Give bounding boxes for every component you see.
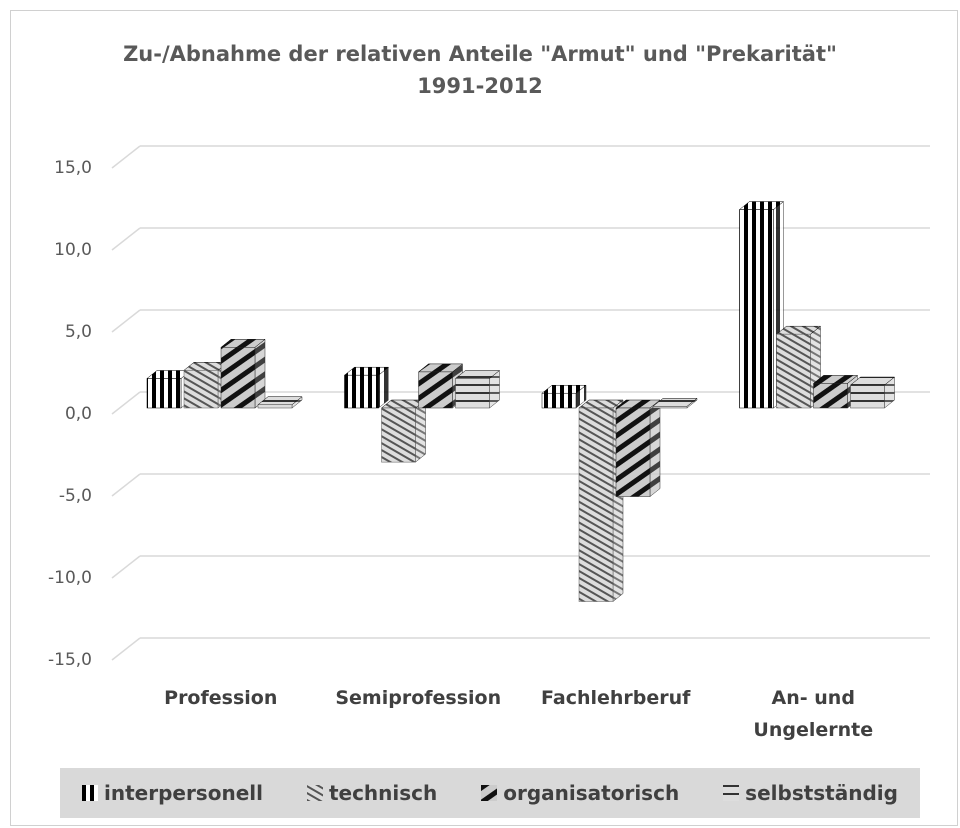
legend-swatch	[723, 785, 740, 801]
legend-item: interpersonell	[81, 781, 263, 805]
y-tick-label: 5,0	[65, 322, 92, 342]
legend-swatch-fill	[306, 785, 323, 801]
x-tick-label: An- und Ungelernte	[753, 687, 874, 741]
legend-swatch	[481, 785, 498, 801]
legend-swatch-fill	[81, 785, 98, 801]
bar	[257, 404, 293, 409]
y-tick-label: -5,0	[59, 486, 92, 506]
grid-slant	[111, 227, 141, 251]
y-tick-label: 0,0	[65, 404, 92, 424]
y-tick-label: 10,0	[54, 240, 92, 260]
bar	[418, 371, 453, 409]
legend-swatch	[306, 785, 323, 801]
bar	[220, 347, 256, 409]
bar-side	[415, 399, 426, 463]
grid-slant	[111, 473, 141, 497]
bar-side	[254, 338, 266, 409]
bar	[850, 384, 885, 409]
grid-slant	[111, 555, 141, 579]
bar	[578, 407, 614, 602]
bar	[541, 392, 577, 409]
legend-swatch-fill	[481, 785, 498, 801]
bar	[652, 406, 688, 409]
legend-label: interpersonell	[103, 781, 263, 805]
bar	[146, 378, 182, 409]
x-tick-label: Semiprofession	[335, 687, 502, 709]
legend-item: technisch	[306, 781, 438, 805]
chart-frame	[10, 10, 958, 826]
chart-title: Zu-/Abnahme der relativen Anteile "Armut…	[123, 42, 837, 98]
bar-side	[649, 399, 661, 498]
legend-swatch-fill	[723, 785, 740, 801]
grid-slant	[111, 145, 141, 169]
bar	[183, 370, 219, 409]
bar	[813, 383, 848, 409]
y-tick-label: -15,0	[48, 650, 92, 670]
legend-label: organisatorisch	[503, 781, 680, 805]
legend-label: technisch	[328, 781, 438, 805]
bar	[776, 333, 811, 409]
bar	[615, 407, 651, 497]
x-tick-label: Profession	[164, 687, 278, 709]
bar	[344, 374, 379, 409]
legend: interpersonell technisch organisatorisch se…	[60, 768, 920, 818]
bar	[455, 378, 490, 409]
grid-slant	[111, 391, 141, 415]
y-tick-label: 15,0	[54, 158, 92, 178]
grid-slant	[111, 309, 141, 333]
legend-item: organisatorisch	[481, 781, 679, 805]
bar	[381, 407, 416, 463]
legend-swatch	[81, 785, 98, 801]
legend-item: selbstständig	[723, 781, 898, 805]
legend-label: selbstständig	[745, 781, 898, 805]
grid-slant	[111, 637, 141, 661]
x-tick-label: Fachlehrberuf	[541, 687, 691, 709]
y-tick-label: -10,0	[48, 568, 92, 588]
bar	[739, 209, 774, 409]
